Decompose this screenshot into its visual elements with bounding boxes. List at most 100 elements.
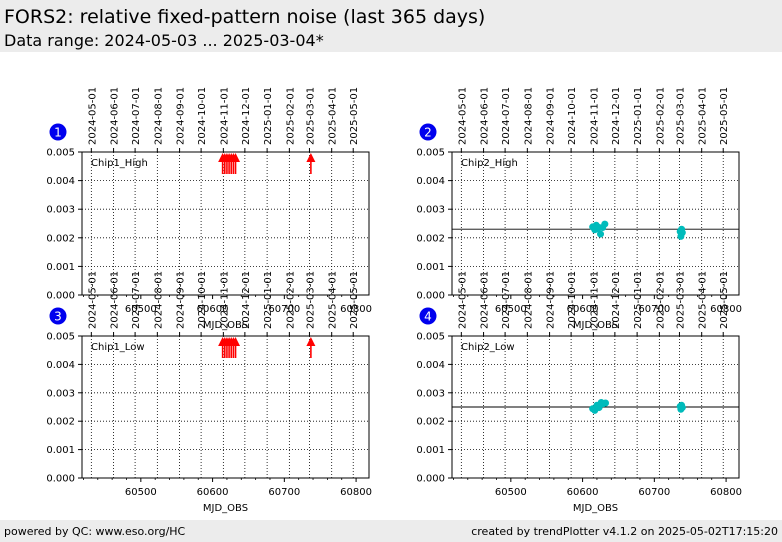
panel-series-label: Chip1_Low <box>91 342 145 353</box>
y-tick-label: 0.000 <box>46 474 75 485</box>
y-tick-label: 0.002 <box>46 233 75 244</box>
x-tick-label: 60800 <box>340 304 372 315</box>
x-tick-label: 60800 <box>340 487 372 498</box>
date-tick-label: 2024-07-01 <box>501 271 512 329</box>
x-axis-label: MJD_OBS <box>203 503 248 514</box>
panel-series-label: Chip2_High <box>461 158 518 169</box>
date-tick-label: 2025-04-01 <box>698 271 709 329</box>
date-tick-label: 2024-12-01 <box>611 271 622 329</box>
date-tick-label: 2025-01-01 <box>263 87 274 145</box>
x-tick-label: 60700 <box>268 304 300 315</box>
x-axis-label: MJD_OBS <box>573 320 618 331</box>
y-tick-label: 0.003 <box>46 205 75 216</box>
panel-number-badge <box>419 123 437 141</box>
y-tick-label: 0.000 <box>46 291 75 302</box>
y-tick-label: 0.001 <box>416 262 445 273</box>
plot-frame <box>81 335 370 479</box>
y-tick-label: 0.004 <box>46 176 75 187</box>
panel-number-label: 3 <box>54 310 62 324</box>
date-tick-label: 2024-12-01 <box>611 87 622 145</box>
panel-number-label: 4 <box>424 310 432 324</box>
date-tick-label: 2025-02-01 <box>655 271 666 329</box>
date-tick-label: 2024-07-01 <box>501 87 512 145</box>
x-axis-label: MJD_OBS <box>573 503 618 514</box>
plot-frame <box>451 151 740 296</box>
date-tick-label: 2024-06-01 <box>480 271 491 329</box>
date-tick-label: 2024-11-01 <box>219 87 230 145</box>
x-tick-label: 60800 <box>710 487 742 498</box>
y-tick-label: 0.005 <box>416 332 445 343</box>
report-footer: powered by QC: www.eso.org/HC created by… <box>0 520 782 542</box>
date-tick-label: 2025-05-01 <box>719 87 730 145</box>
date-tick-label: 2024-06-01 <box>480 87 491 145</box>
date-tick-label: 2024-05-01 <box>457 271 468 329</box>
y-tick-label: 0.001 <box>46 445 75 456</box>
date-tick-label: 2025-04-01 <box>328 271 339 329</box>
x-tick-label: 60600 <box>567 304 599 315</box>
date-tick-label: 2024-11-01 <box>219 271 230 329</box>
x-tick-label: 60500 <box>495 487 527 498</box>
date-tick-label: 2025-01-01 <box>263 271 274 329</box>
panel-number-badge <box>49 123 67 141</box>
date-tick-label: 2024-11-01 <box>589 271 600 329</box>
footer-generator-info: created by trendPlotter v4.1.2 on 2025-0… <box>471 525 778 538</box>
panel-number-badge <box>49 307 67 325</box>
chart-panel-3: 0.000 0.001 0.002 0.003 0.004 0.005 60500 60600… <box>46 271 372 514</box>
x-tick-label: 60500 <box>495 304 527 315</box>
date-tick-label: 2024-09-01 <box>176 87 187 145</box>
panel-number-label: 1 <box>54 126 62 140</box>
y-tick-label: 0.002 <box>46 417 75 428</box>
date-tick-label: 2024-08-01 <box>153 271 164 329</box>
plot-frame <box>451 335 740 479</box>
y-tick-label: 0.003 <box>46 388 75 399</box>
y-tick-label: 0.002 <box>416 233 445 244</box>
date-tick-label: 2024-09-01 <box>546 271 557 329</box>
data-point <box>678 404 686 412</box>
date-tick-label: 2025-05-01 <box>719 271 730 329</box>
date-tick-label: 2025-02-01 <box>285 271 296 329</box>
x-tick-label: 60700 <box>638 304 670 315</box>
date-tick-label: 2025-03-01 <box>305 87 316 145</box>
date-tick-label: 2024-07-01 <box>131 87 142 145</box>
x-tick-label: 60600 <box>197 304 229 315</box>
x-tick-label: 60800 <box>710 304 742 315</box>
date-tick-label: 2024-06-01 <box>110 87 121 145</box>
date-tick-label: 2024-10-01 <box>197 271 208 329</box>
y-tick-label: 0.005 <box>46 332 75 343</box>
date-tick-label: 2024-10-01 <box>197 87 208 145</box>
panel-series-label: Chip2_Low <box>461 342 515 353</box>
y-tick-label: 0.004 <box>416 360 445 371</box>
date-tick-label: 2024-05-01 <box>87 271 98 329</box>
out-of-range-arrow-head <box>306 337 316 346</box>
date-tick-label: 2024-09-01 <box>546 87 557 145</box>
date-tick-label: 2025-03-01 <box>675 87 686 145</box>
chart-panel-4: 0.000 0.001 0.002 0.003 0.004 0.005 60500 60600… <box>416 271 742 514</box>
data-point <box>678 229 686 237</box>
plot-area <box>82 152 369 295</box>
date-tick-label: 2025-04-01 <box>698 87 709 145</box>
date-tick-label: 2024-12-01 <box>241 271 252 329</box>
data-point <box>602 399 610 407</box>
date-tick-label: 2024-12-01 <box>241 87 252 145</box>
date-tick-label: 2024-05-01 <box>457 87 468 145</box>
chart-panel-1: 0.000 0.001 0.002 0.003 0.004 0.005 60500 60600… <box>46 87 372 331</box>
x-axis-label: MJD_OBS <box>203 320 248 331</box>
x-tick-label: 60600 <box>567 487 599 498</box>
date-tick-label: 2025-03-01 <box>675 271 686 329</box>
plot-area <box>82 336 369 478</box>
out-of-range-arrow-head <box>231 153 241 162</box>
y-tick-label: 0.005 <box>46 148 75 159</box>
date-tick-label: 2025-02-01 <box>285 87 296 145</box>
out-of-range-arrow-head <box>231 337 241 346</box>
y-tick-label: 0.001 <box>416 445 445 456</box>
x-tick-label: 60500 <box>125 487 157 498</box>
date-tick-label: 2024-09-01 <box>176 271 187 329</box>
date-tick-label: 2025-05-01 <box>349 271 360 329</box>
y-tick-label: 0.000 <box>416 291 445 302</box>
y-tick-label: 0.000 <box>416 474 445 485</box>
y-tick-label: 0.004 <box>46 360 75 371</box>
date-tick-label: 2025-04-01 <box>328 87 339 145</box>
date-tick-label: 2025-01-01 <box>633 87 644 145</box>
date-tick-label: 2024-11-01 <box>589 87 600 145</box>
panel-series-label: Chip1_High <box>91 158 148 169</box>
